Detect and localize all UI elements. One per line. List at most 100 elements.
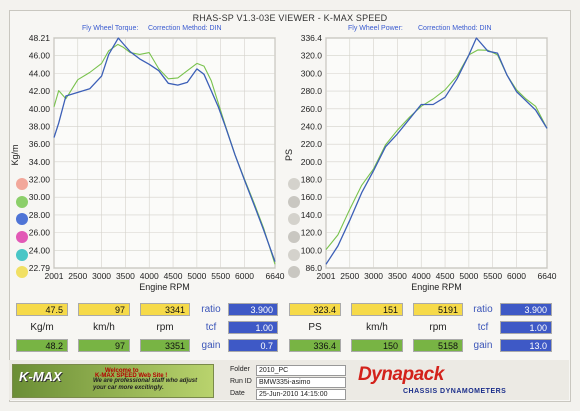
left-y-tick-label: 32.00 — [29, 175, 51, 185]
torque-current-value: 47.5 — [16, 303, 68, 316]
left-x-tick-label: 5000 — [187, 271, 206, 281]
right-x-tick-label: 2001 — [317, 271, 336, 281]
left-x-tick-label: 4000 — [140, 271, 159, 281]
rpm-left-unit-label: rpm — [156, 322, 174, 333]
torque-max-value: 48.2 — [16, 339, 68, 352]
run-id-value: BMW335i-asimo — [256, 377, 346, 388]
kmax-tagline-2: your car more excitingly. — [93, 385, 164, 391]
ratio-right-value: 3.900 — [500, 303, 552, 316]
rpm-right-unit-label: rpm — [429, 322, 447, 333]
left-x-tick-label: 3500 — [116, 271, 135, 281]
left-x-tick-label: 6640 — [266, 271, 285, 281]
left-y-tick-label: 28.00 — [29, 210, 51, 220]
right-plot-area — [325, 37, 548, 269]
right-y-tick-label: 280.0 — [301, 86, 323, 96]
left-y-tick-label: 24.00 — [29, 245, 51, 255]
left-series-line-blue — [53, 37, 276, 262]
left-y-tick-label: 30.00 — [29, 192, 51, 202]
right-y-tick-label: 200.0 — [301, 157, 323, 167]
speed-right-unit-label: km/h — [366, 322, 388, 333]
right-x-tick-label: 5000 — [459, 271, 478, 281]
legend-dot-blue — [16, 213, 28, 225]
left-x-tick-label: 2001 — [45, 271, 64, 281]
kmax-website-text: K-MAX SPEED Web Site ! — [95, 373, 168, 379]
legend-dot-empty-2 — [288, 196, 300, 208]
left-x-tick-label: 6000 — [235, 271, 254, 281]
right-y-tick-label: 180.0 — [301, 175, 323, 185]
ratio-left-value: 3.900 — [228, 303, 278, 316]
legend-dot-yellow — [16, 266, 28, 278]
left-y-tick-label: 48.21 — [29, 33, 51, 43]
date-value: 25-Jun-2010 14:15:00 — [256, 389, 346, 400]
legend-dot-empty-4 — [288, 231, 300, 243]
gain-right-label: gain — [473, 340, 493, 351]
power-unit-label: PS — [308, 322, 322, 333]
tcf-right-label: tcf — [477, 322, 489, 333]
rpm-right-current-value: 5191 — [413, 303, 463, 316]
folder-value: 2010_PC — [256, 365, 346, 376]
right-measure-label: Fly Wheel Power: — [348, 25, 403, 32]
legend-dot-green — [16, 196, 28, 208]
right-y-axis-title: PS — [284, 149, 294, 161]
left-measure-label: Fly Wheel Torque: — [82, 25, 139, 32]
torque-unit-label: Kg/m — [30, 322, 54, 333]
dyno-charts: 48.21 46.00 44.00 42.00 40.00 38.00 36.00 34.00… — [10, 33, 557, 292]
run-id-label: Run ID — [230, 378, 252, 385]
power-current-value: 323.4 — [289, 303, 341, 316]
right-series-line-blue — [325, 37, 548, 265]
dynapack-subtitle: CHASSIS DYNAMOMETERS — [403, 388, 507, 395]
right-y-tick-label: 100.0 — [301, 245, 323, 255]
left-y-tick-label: 40.00 — [29, 104, 51, 114]
dynapack-logo: Dynapack — [358, 364, 444, 385]
gain-left-label: gain — [201, 340, 221, 351]
left-y-axis-title: Kg/m — [10, 144, 20, 165]
ratio-left-label: ratio — [201, 304, 221, 315]
folder-label: Folder — [230, 366, 250, 373]
right-y-tick-label: 160.0 — [301, 192, 323, 202]
left-y-tick-label: 22.79 — [29, 263, 51, 273]
right-x-tick-label: 6000 — [507, 271, 526, 281]
right-x-tick-label: 3500 — [388, 271, 407, 281]
kmax-tagline-1: We are professional staff who adjust — [93, 378, 198, 384]
left-method-label: Correction Method: DIN — [148, 25, 222, 32]
right-y-tick-label: 240.0 — [301, 121, 323, 131]
right-x-axis-title: Engine RPM — [411, 282, 462, 292]
speed-left-current-value: 97 — [78, 303, 130, 316]
speed-right-current-value: 151 — [351, 303, 403, 316]
right-y-tick-label: 86.0 — [305, 263, 322, 273]
legend-dot-cyan — [16, 249, 28, 261]
viewer-title: RHAS-SP V1.3-03E VIEWER - K-MAX SPEED — [192, 13, 388, 23]
tcf-right-value: 1.00 — [500, 321, 552, 334]
right-x-tick-label: 2500 — [340, 271, 359, 281]
kmax-banner[interactable]: K-MAX Welcome to K-MAX SPEED Web Site ! … — [12, 364, 214, 398]
right-x-tick-label: 3000 — [364, 271, 383, 281]
date-label: Date — [230, 390, 245, 397]
speed-right-max-value: 150 — [351, 339, 403, 352]
left-y-tick-label: 42.00 — [29, 86, 51, 96]
left-x-axis-title: Engine RPM — [139, 282, 190, 292]
speed-left-max-value: 97 — [78, 339, 130, 352]
left-y-tick-label: 36.00 — [29, 139, 51, 149]
right-x-tick-label: 6640 — [538, 271, 557, 281]
rpm-left-max-value: 3351 — [140, 339, 190, 352]
right-y-tick-label: 220.0 — [301, 139, 323, 149]
legend-dot-empty-1 — [288, 178, 300, 190]
right-x-tick-label: 4000 — [412, 271, 431, 281]
left-plot-area — [53, 37, 276, 269]
left-y-tick-label: 38.00 — [29, 121, 51, 131]
right-y-tick-label: 260.0 — [301, 104, 323, 114]
kmax-logo: K-MAX — [19, 369, 62, 384]
left-x-tick-label: 4500 — [164, 271, 183, 281]
left-x-tick-label: 3000 — [92, 271, 111, 281]
gain-right-value: 13.0 — [500, 339, 552, 352]
legend-dot-magenta — [16, 231, 28, 243]
left-x-tick-label: 5500 — [211, 271, 230, 281]
right-method-label: Correction Method: DIN — [418, 25, 492, 32]
tcf-left-label: tcf — [205, 322, 217, 333]
left-y-tick-label: 34.00 — [29, 157, 51, 167]
tcf-left-value: 1.00 — [228, 321, 278, 334]
ratio-right-label: ratio — [473, 304, 493, 315]
power-max-value: 336.4 — [289, 339, 341, 352]
rpm-left-current-value: 3341 — [140, 303, 190, 316]
speed-left-unit-label: km/h — [93, 322, 115, 333]
